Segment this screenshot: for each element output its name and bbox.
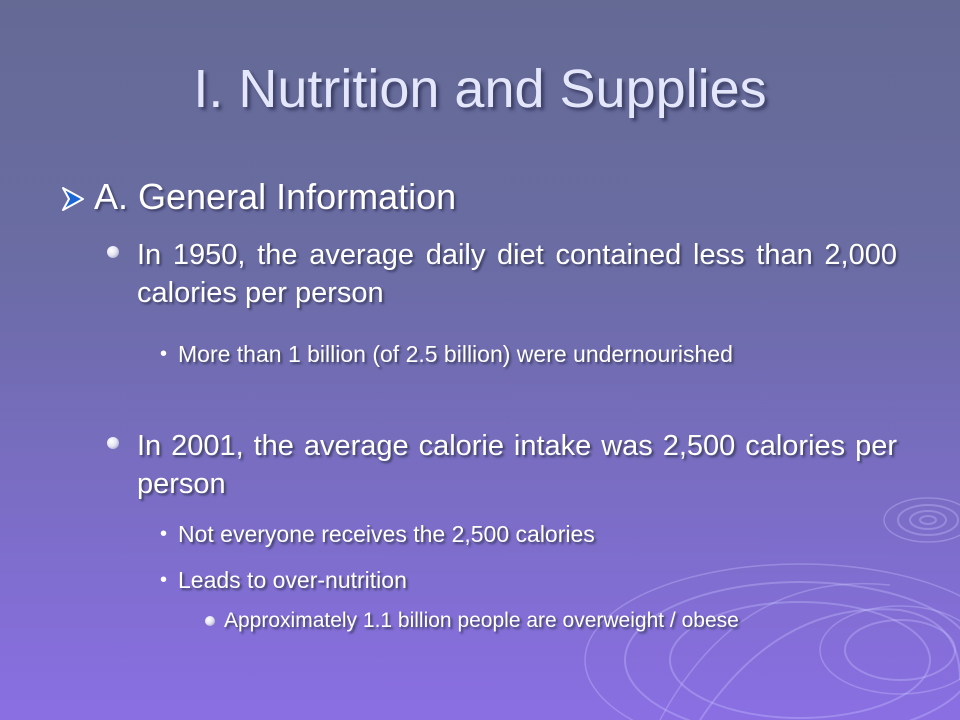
dot-bullet-icon: • bbox=[160, 523, 168, 545]
round-bullet-icon bbox=[107, 437, 119, 449]
point-2-subpoint-1: Not everyone receives the 2,500 calories bbox=[178, 521, 595, 547]
section-heading: A. General Information bbox=[94, 176, 457, 217]
point-2-detail: Approximately 1.1 billion people are ove… bbox=[224, 609, 739, 632]
round-bullet-icon bbox=[107, 246, 119, 258]
point-1-text: In 1950, the average daily diet containe… bbox=[137, 239, 897, 309]
point-2-subpoint-2: Leads to over-nutrition bbox=[178, 567, 407, 593]
dot-bullet-icon: • bbox=[160, 569, 168, 591]
arrow-bullet-icon bbox=[62, 187, 84, 211]
round-bullet-icon bbox=[205, 616, 215, 626]
dot-bullet-icon: • bbox=[160, 343, 168, 365]
point-2-text: In 2001, the average calorie intake was … bbox=[137, 430, 897, 500]
slide-title: I. Nutrition and Supplies bbox=[193, 59, 767, 119]
point-1-subpoint-1: More than 1 billion (of 2.5 billion) wer… bbox=[178, 341, 733, 367]
